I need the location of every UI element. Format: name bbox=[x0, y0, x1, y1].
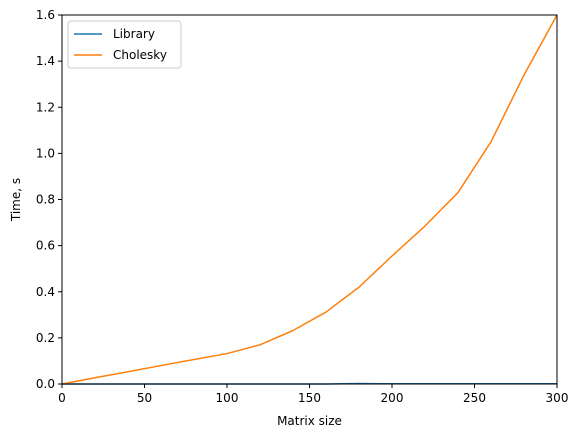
y-tick-label: 1.2 bbox=[36, 100, 55, 114]
x-axis: 0 50 100 150 200 250 300 bbox=[58, 384, 568, 405]
plot-area bbox=[62, 15, 557, 384]
y-tick-label: 0.0 bbox=[36, 377, 55, 391]
y-tick-label: 1.4 bbox=[36, 54, 55, 68]
x-tick-label: 0 bbox=[58, 391, 66, 405]
x-tick-label: 300 bbox=[546, 391, 569, 405]
y-axis-title: Time, s bbox=[9, 178, 23, 222]
x-tick-label: 200 bbox=[381, 391, 404, 405]
y-tick-label: 0.8 bbox=[36, 193, 55, 207]
legend-box bbox=[67, 20, 182, 69]
legend-label: Cholesky bbox=[113, 48, 167, 62]
y-tick-label: 1.0 bbox=[36, 146, 55, 160]
x-tick-label: 150 bbox=[298, 391, 321, 405]
x-tick-label: 50 bbox=[137, 391, 152, 405]
legend: Library Cholesky bbox=[67, 20, 182, 69]
y-axis: 0.0 0.2 0.4 0.6 0.8 1.0 1.2 1.4 1.6 bbox=[36, 8, 62, 391]
series-line-cholesky bbox=[61, 14, 558, 385]
x-tick-label: 250 bbox=[463, 391, 486, 405]
y-tick-label: 0.6 bbox=[36, 239, 55, 253]
y-tick-label: 1.6 bbox=[36, 8, 55, 22]
x-axis-title: Matrix size bbox=[277, 414, 342, 428]
x-tick-label: 100 bbox=[216, 391, 239, 405]
y-tick-label: 0.2 bbox=[36, 331, 55, 345]
y-tick-label: 0.4 bbox=[36, 285, 55, 299]
legend-label: Library bbox=[113, 27, 155, 41]
